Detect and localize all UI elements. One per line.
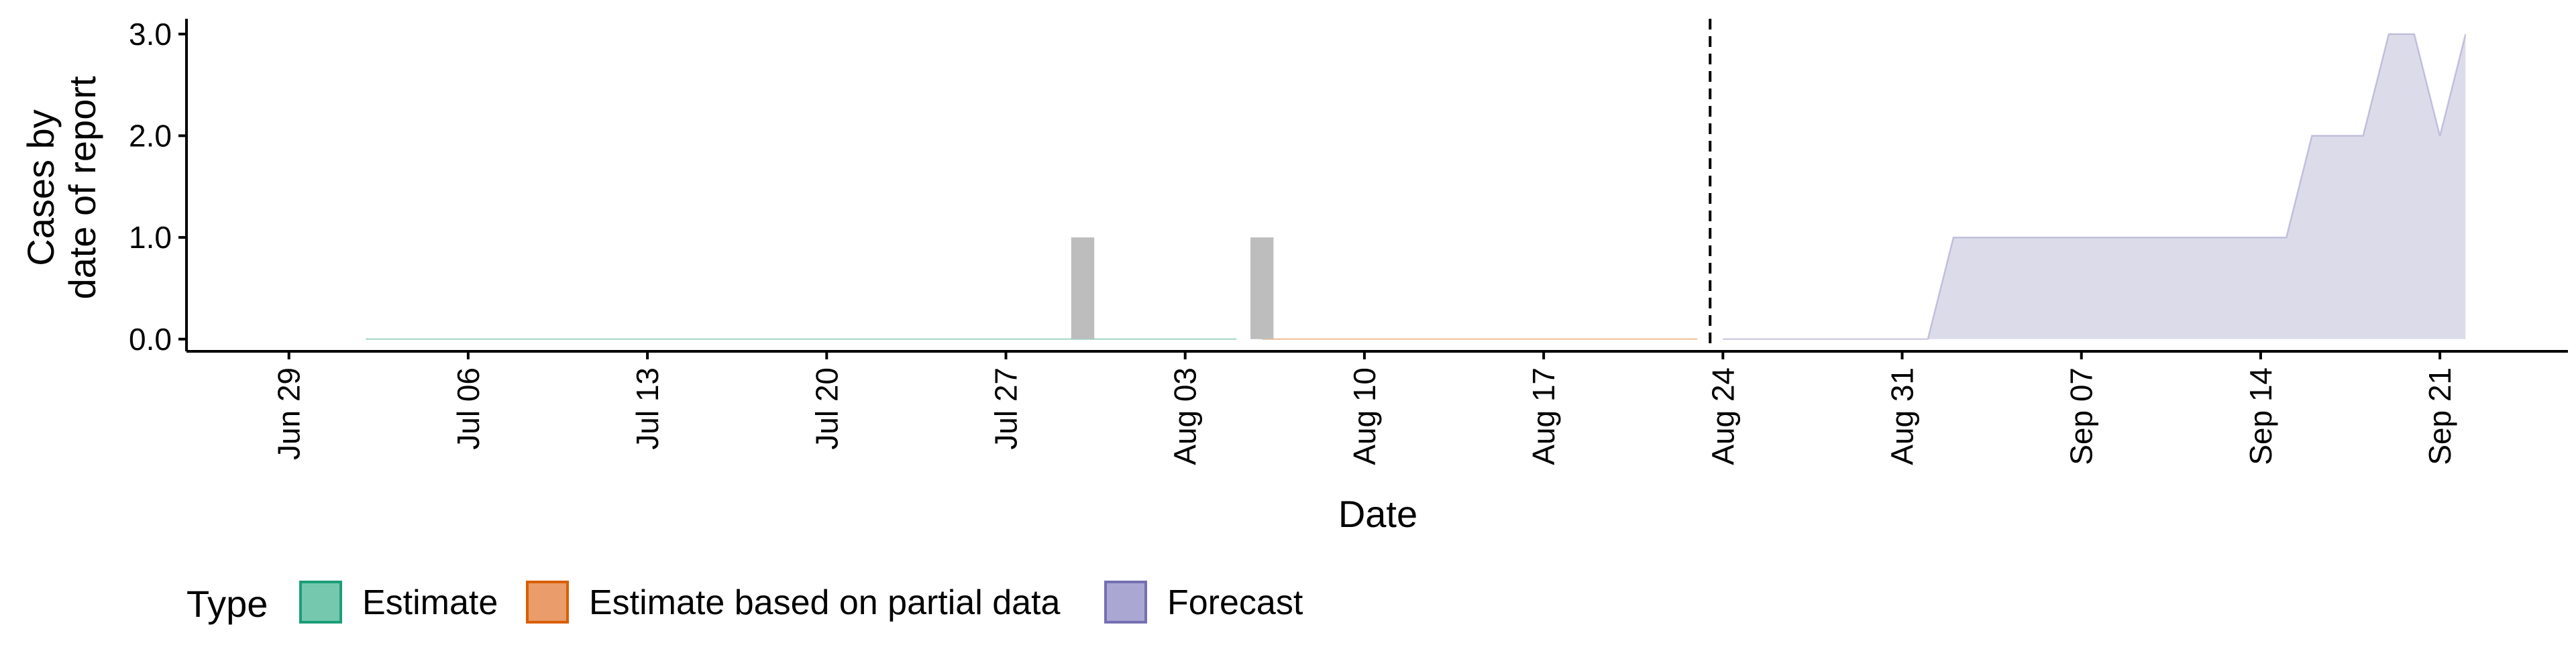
legend-key-2 [526, 581, 569, 624]
x-tick-label: Jul 27 [989, 367, 1024, 450]
x-tick-label: Aug 17 [1526, 367, 1561, 465]
x-axis-title: Date [1338, 493, 1417, 535]
x-tick-label: Aug 24 [1705, 367, 1740, 465]
legend-label-2: Estimate based on partial data [589, 583, 1061, 622]
x-tick-label: Sep 21 [2422, 367, 2457, 465]
x-tick-label: Aug 10 [1347, 367, 1382, 465]
x-axis-ticks: Jun 29 Jul 06 Jul 13 Jul 20 Jul 27 Aug 03 Aug … [272, 351, 2457, 465]
series-area-3 [1723, 34, 2466, 339]
observed-bar-2 [1250, 237, 1274, 339]
legend-title: Type [186, 583, 268, 625]
legend-key-3 [1104, 581, 1147, 624]
y-tick-label: 2.0 [129, 118, 172, 153]
observed-bar-1 [1071, 237, 1095, 339]
legend-key-1 [299, 581, 342, 624]
x-tick-label: Jul 20 [809, 367, 844, 450]
series-line-3 [1723, 33, 2467, 341]
axes [185, 19, 2568, 353]
observed-bars [1071, 237, 1274, 339]
legend-label-3: Forecast [1167, 583, 1303, 622]
series-areas [366, 33, 2467, 341]
legend: Type Estimate Estimate based on partial d… [186, 581, 1303, 625]
x-tick-label: Aug 31 [1885, 367, 1920, 465]
x-tick-label: Aug 03 [1168, 367, 1203, 465]
x-tick-label: Jun 29 [272, 367, 307, 460]
x-tick-label: Sep 14 [2243, 367, 2278, 465]
x-tick-label: Jul 06 [451, 367, 486, 450]
x-tick-label: Jul 13 [630, 367, 665, 450]
y-tick-label: 3.0 [129, 17, 172, 52]
y-axis-ticks: 0.0 1.0 2.0 3.0 [129, 17, 186, 357]
legend-label-1: Estimate [362, 583, 498, 622]
y-tick-label: 1.0 [129, 220, 172, 255]
y-axis-title: Cases by date of report [19, 76, 103, 300]
y-axis-title-line-1: Cases by [19, 109, 62, 266]
legend-entries: Estimate Estimate based on partial data Fo… [299, 581, 1303, 624]
x-tick-label: Sep 07 [2064, 367, 2099, 465]
y-tick-label: 0.0 [129, 322, 172, 357]
y-axis-title-line-2: date of report [61, 76, 103, 300]
